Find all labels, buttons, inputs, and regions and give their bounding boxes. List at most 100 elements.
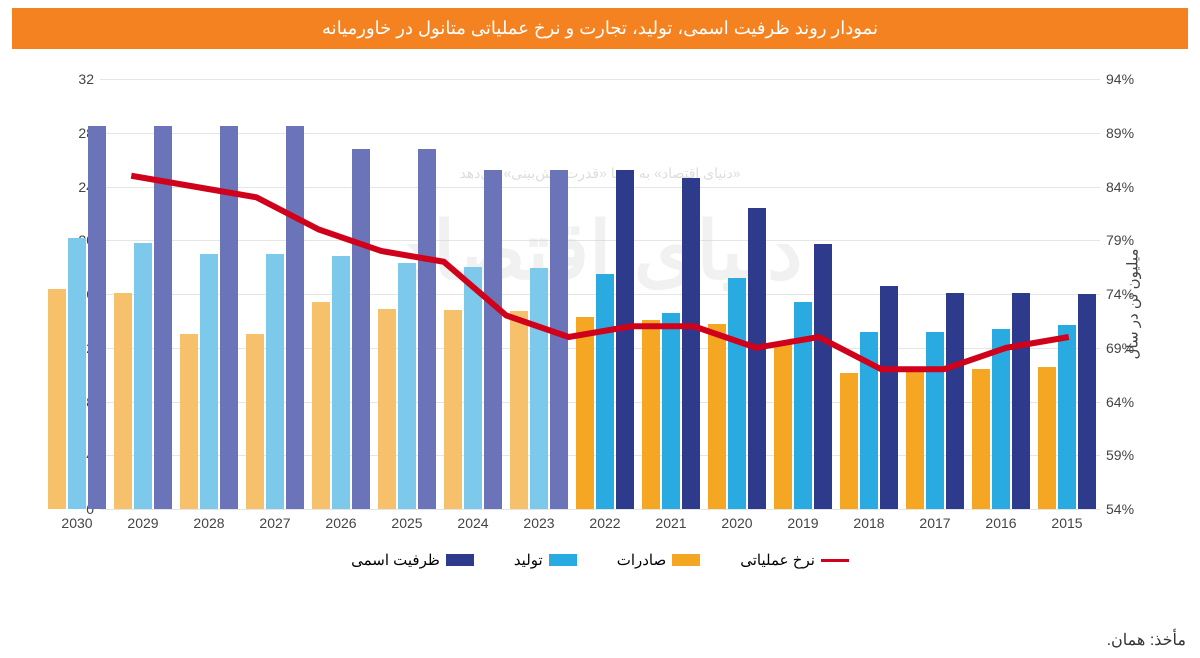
bar xyxy=(444,310,462,509)
bar xyxy=(840,373,858,509)
bar xyxy=(48,289,66,509)
x-tick: 2015 xyxy=(1051,515,1082,531)
bar xyxy=(682,178,700,509)
x-tick: 2027 xyxy=(259,515,290,531)
x-tick: 2028 xyxy=(193,515,224,531)
bar xyxy=(992,329,1010,509)
bar xyxy=(154,126,172,509)
year-group: 2025 xyxy=(374,79,440,509)
bar xyxy=(880,286,898,509)
year-group: 2030 xyxy=(44,79,110,509)
year-group: 2020 xyxy=(704,79,770,509)
bar xyxy=(972,369,990,509)
y-right-tick: 59% xyxy=(1106,447,1134,463)
bar xyxy=(200,254,218,509)
bar xyxy=(774,344,792,509)
bar xyxy=(246,334,264,509)
bar xyxy=(550,170,568,509)
year-group: 2026 xyxy=(308,79,374,509)
x-tick: 2023 xyxy=(523,515,554,531)
legend-label: تولید xyxy=(514,551,543,569)
x-tick: 2029 xyxy=(127,515,158,531)
x-tick: 2025 xyxy=(391,515,422,531)
bar xyxy=(906,372,924,509)
bar xyxy=(1078,294,1096,509)
bar xyxy=(352,149,370,509)
bar xyxy=(576,317,594,509)
year-group: 2029 xyxy=(110,79,176,509)
legend-item: نرخ عملیاتی xyxy=(740,551,849,569)
bar xyxy=(926,332,944,509)
bar xyxy=(484,170,502,509)
x-tick: 2026 xyxy=(325,515,356,531)
bar xyxy=(1058,325,1076,509)
x-tick: 2016 xyxy=(985,515,1016,531)
bar xyxy=(794,302,812,509)
bar xyxy=(88,126,106,509)
bar xyxy=(708,324,726,509)
year-group: 2027 xyxy=(242,79,308,509)
bar xyxy=(418,149,436,509)
bar xyxy=(378,309,396,509)
bar xyxy=(1038,367,1056,509)
bar xyxy=(728,278,746,509)
legend-bar-swatch xyxy=(446,554,474,566)
y-right-tick: 89% xyxy=(1106,125,1134,141)
year-group: 2024 xyxy=(440,79,506,509)
year-group: 2021 xyxy=(638,79,704,509)
bar xyxy=(1012,293,1030,509)
legend-bar-swatch xyxy=(672,554,700,566)
year-group: 2028 xyxy=(176,79,242,509)
year-group: 2019 xyxy=(770,79,836,509)
y-right-tick: 54% xyxy=(1106,501,1134,517)
bar xyxy=(642,320,660,509)
x-tick: 2018 xyxy=(853,515,884,531)
bar xyxy=(662,313,680,509)
chart-container: میلیون تن در سال دنیای اقتصاد «دنیای اقت… xyxy=(70,69,1130,539)
bars-layer: 2015201620172018201920202021202220232024… xyxy=(100,79,1100,509)
bar xyxy=(596,274,614,509)
bar xyxy=(312,302,330,509)
chart-title: نمودار روند ظرفیت اسمی، تولید، تجارت و ن… xyxy=(12,8,1188,49)
bar xyxy=(946,293,964,509)
x-tick: 2024 xyxy=(457,515,488,531)
y-right-tick: 79% xyxy=(1106,232,1134,248)
bar xyxy=(180,334,198,509)
legend-item: صادرات xyxy=(617,551,701,569)
year-group: 2016 xyxy=(968,79,1034,509)
bar xyxy=(748,208,766,509)
x-tick: 2021 xyxy=(655,515,686,531)
year-group: 2018 xyxy=(836,79,902,509)
bar xyxy=(616,170,634,509)
legend-label: صادرات xyxy=(617,551,667,569)
year-group: 2015 xyxy=(1034,79,1100,509)
legend-line-swatch xyxy=(821,559,849,562)
y-right-tick: 64% xyxy=(1106,394,1134,410)
legend-label: ظرفیت اسمی xyxy=(351,551,440,569)
y-right-tick: 84% xyxy=(1106,179,1134,195)
bar xyxy=(510,311,528,509)
x-tick: 2022 xyxy=(589,515,620,531)
bar xyxy=(464,267,482,509)
x-tick: 2020 xyxy=(721,515,752,531)
legend-item: ظرفیت اسمی xyxy=(351,551,474,569)
bar xyxy=(220,126,238,509)
bar xyxy=(266,254,284,509)
x-tick: 2030 xyxy=(61,515,92,531)
grid-line xyxy=(100,509,1100,510)
legend-label: نرخ عملیاتی xyxy=(740,551,815,569)
bar xyxy=(286,126,304,509)
bar xyxy=(530,268,548,509)
bar xyxy=(332,256,350,509)
bar xyxy=(114,293,132,509)
year-group: 2023 xyxy=(506,79,572,509)
legend-item: تولید xyxy=(514,551,577,569)
year-group: 2017 xyxy=(902,79,968,509)
x-tick: 2019 xyxy=(787,515,818,531)
source-text: مأخذ: همان. xyxy=(1107,630,1186,650)
plot-area: دنیای اقتصاد «دنیای اقتصاد» به شما «قدرت… xyxy=(100,79,1100,509)
legend: ظرفیت اسمی تولید صادرات نرخ عملیاتی xyxy=(0,551,1200,569)
bar xyxy=(398,263,416,509)
legend-bar-swatch xyxy=(549,554,577,566)
y-right-tick: 94% xyxy=(1106,71,1134,87)
